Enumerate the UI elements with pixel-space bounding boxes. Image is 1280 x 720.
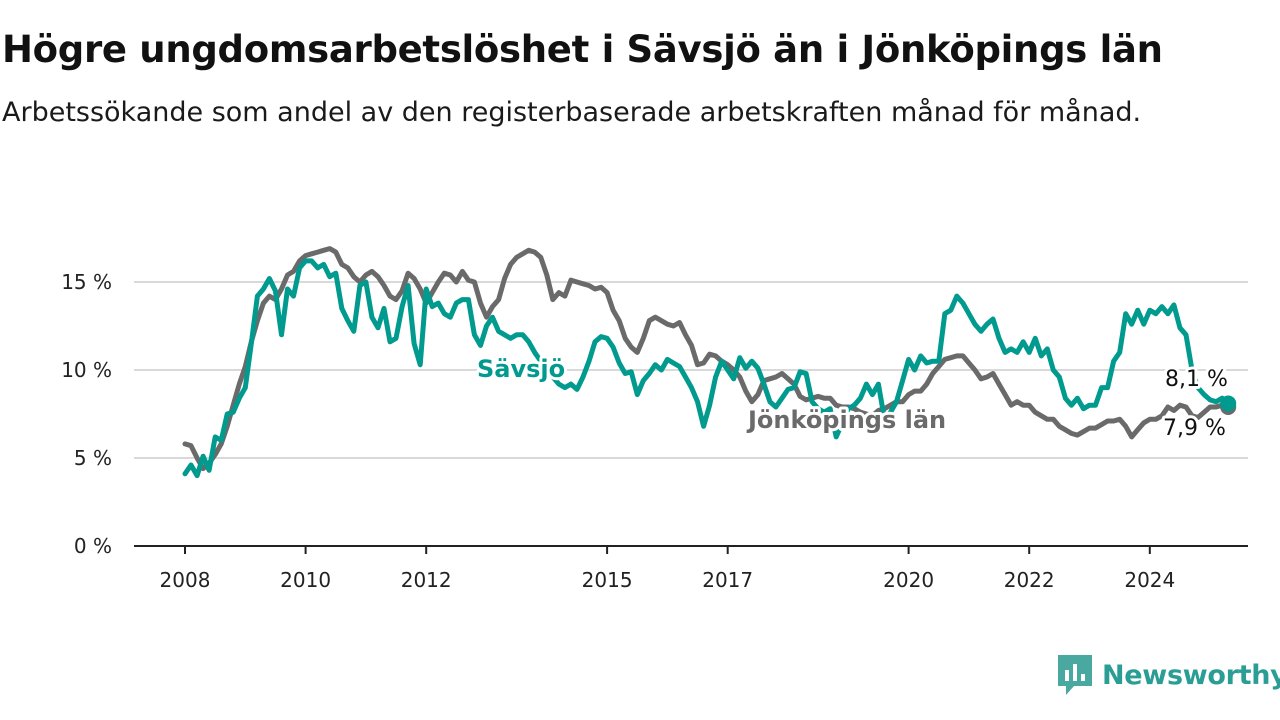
grid-layer bbox=[134, 281, 1248, 459]
series-label-savsjo: Sävsjö bbox=[477, 355, 565, 383]
x-tick-label: 2020 bbox=[883, 568, 934, 592]
brand: Newsworthy bbox=[1058, 654, 1280, 696]
x-tick-label: 2010 bbox=[280, 568, 331, 592]
series-layer bbox=[182, 246, 1237, 479]
chart-title: Högre ungdomsarbetslöshet i Sävsjö än i … bbox=[2, 28, 1163, 71]
end-value-label-jonkopings-lan: 7,9 % bbox=[1163, 416, 1226, 441]
chart-subtitle: Arbetssökande som andel av den registerb… bbox=[2, 97, 1142, 128]
x-tick-label: 2017 bbox=[702, 568, 753, 592]
x-tick-label: 2012 bbox=[401, 568, 452, 592]
y-tick-label: 15 % bbox=[61, 270, 112, 294]
newsworthy-logo-icon bbox=[1058, 655, 1092, 695]
y-tick-label: 0 % bbox=[74, 534, 112, 558]
x-tick-label: 2024 bbox=[1124, 568, 1175, 592]
x-tick-label: 2022 bbox=[1004, 568, 1055, 592]
y-tick-label: 10 % bbox=[61, 358, 112, 382]
end-marker-savsjo bbox=[1220, 395, 1237, 412]
x-tick-label: 2008 bbox=[160, 568, 211, 592]
series-label-jonkopings-lan: Jönköpings län bbox=[746, 406, 946, 434]
brand-name: Newsworthy bbox=[1102, 659, 1280, 691]
label-layer: Sävsjö Jönköpings län 8,1 % 7,9 % bbox=[474, 352, 1231, 444]
end-value-label-savsjo: 8,1 % bbox=[1165, 367, 1228, 392]
y-tick-label: 5 % bbox=[74, 446, 112, 470]
series-line-jonkopings-lan bbox=[182, 246, 1231, 472]
axis-layer: 0 % 5 % 10 % 15 % 2008 2010 2012 2015 2017 2020 20… bbox=[61, 270, 1248, 592]
series-line-savsjo bbox=[182, 258, 1231, 479]
x-tick-label: 2015 bbox=[582, 568, 633, 592]
